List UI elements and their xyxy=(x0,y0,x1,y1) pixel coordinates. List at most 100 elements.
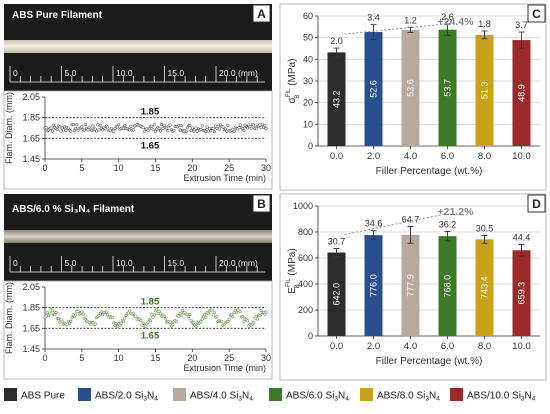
x-tick-label: 2.0 xyxy=(367,151,380,162)
y-tick-label: 1.65 xyxy=(22,133,40,143)
measurement-point xyxy=(157,126,161,130)
x-tick-label: 0.0 xyxy=(330,341,343,352)
measurement-point xyxy=(188,123,192,128)
ruler-unit: (mm) xyxy=(238,68,258,78)
measurement-point xyxy=(97,128,101,132)
measurement-point xyxy=(162,314,166,318)
measurement-point xyxy=(131,311,135,315)
legend-label: ABS/8.0 Si3N4 xyxy=(377,391,440,403)
measurement-point xyxy=(188,313,192,317)
legend-swatch xyxy=(173,388,186,401)
y-tick-label: 50 xyxy=(303,33,313,43)
measurement-point xyxy=(168,123,172,127)
measurement-point xyxy=(246,126,250,130)
diameter-b-frame xyxy=(3,280,273,380)
measurement-point xyxy=(144,324,148,328)
ruler-tick-label: 15.0 xyxy=(168,258,185,268)
measurement-point xyxy=(242,319,246,323)
y-tick-label: 30 xyxy=(303,76,313,86)
measurement-point xyxy=(155,308,159,312)
measurement-point xyxy=(212,130,216,134)
upper-limit-label: 1.85 xyxy=(141,297,160,308)
measurement-point xyxy=(106,125,110,129)
filament-b xyxy=(4,230,272,243)
measurement-point xyxy=(44,126,48,130)
measurement-point xyxy=(122,319,126,323)
bar xyxy=(401,29,420,146)
measurement-point xyxy=(258,313,262,318)
measurement-point xyxy=(252,320,256,325)
measurement-point xyxy=(179,124,183,128)
measurement-point xyxy=(146,320,150,324)
measurement-point xyxy=(58,125,62,129)
measurement-point xyxy=(199,320,203,324)
measurement-point xyxy=(82,128,86,132)
measurement-point xyxy=(215,315,219,319)
legend-label: ABS/10.0 Si3N4 xyxy=(467,391,536,403)
error-label: 2.0 xyxy=(330,36,343,46)
measurement-point xyxy=(103,127,107,131)
y-tick-label: 1.65 xyxy=(22,323,40,333)
measurement-point xyxy=(172,128,176,133)
measurement-point xyxy=(50,129,54,133)
measurement-point xyxy=(106,312,110,317)
y-axis-label-subscript: B xyxy=(295,95,301,99)
measurement-point xyxy=(112,129,116,133)
measurement-point xyxy=(101,313,105,317)
bar-value-label: 777.9 xyxy=(406,274,416,297)
panel-a-letter: A xyxy=(257,7,266,21)
legend-label: ABS Pure xyxy=(21,391,65,402)
y-tick-label: 200 xyxy=(298,305,313,315)
error-label: 2.6 xyxy=(441,12,454,22)
measurement-point xyxy=(174,319,178,324)
measurement-point xyxy=(204,130,208,134)
measurement-point xyxy=(44,314,48,318)
y-axis-label: EFIL B (MPa) xyxy=(286,248,301,293)
measurement-point xyxy=(69,129,73,133)
legend-label: ABS/2.0 Si3N4 xyxy=(95,391,158,403)
ruler-background xyxy=(4,62,272,91)
diameter-plot-a: 2.05 1.85 1.65 1.450 5 10 15 20 25 30 1.85 1.65 Flam… xyxy=(4,92,271,183)
measurement-point xyxy=(50,309,54,313)
measurement-point xyxy=(110,316,115,320)
y-tick-label: 60 xyxy=(303,11,313,21)
measurement-point xyxy=(200,317,204,321)
measurement-point xyxy=(157,309,161,313)
improvement-line xyxy=(344,23,446,35)
panel-a-letter-box xyxy=(252,4,271,23)
improvement-line xyxy=(344,213,446,235)
measurement-point xyxy=(114,321,118,326)
panel-c-letter: C xyxy=(532,7,541,21)
measurement-point xyxy=(171,323,175,327)
y-axis-label-unit: (MPa) xyxy=(287,248,298,278)
legend-swatch xyxy=(450,388,463,401)
bar-value-label: 52.6 xyxy=(369,80,379,98)
measurement-point xyxy=(58,320,62,324)
measurement-point xyxy=(128,309,132,313)
y-axis-label: Flam. Diam. (mm) xyxy=(4,92,14,164)
x-tick-label: 10.0 xyxy=(512,151,531,162)
bar xyxy=(512,250,531,336)
panel-b-letter: B xyxy=(257,197,266,211)
y-axis-label: σFIL B (MPa) xyxy=(286,59,301,104)
photo-a-title: ABS Pure Filament xyxy=(12,10,103,21)
measurement-point xyxy=(158,312,162,316)
x-tick-label: 8.0 xyxy=(478,151,491,162)
measurement-point xyxy=(139,319,143,323)
elastic-modulus-chart: 0 200 400 600 800 1000 30.7 642.0 0.0 34.6 776.0 2.… xyxy=(286,201,540,367)
measurement-point xyxy=(90,128,94,133)
measurement-point xyxy=(242,129,246,133)
error-label: 30.5 xyxy=(476,223,494,233)
bar xyxy=(438,236,457,336)
measurement-point xyxy=(59,129,63,133)
measurement-point xyxy=(204,316,208,320)
measurement-point xyxy=(123,124,127,128)
bar-value-label: 776.0 xyxy=(369,274,379,297)
legend-swatch xyxy=(360,388,373,401)
measurement-point xyxy=(254,314,258,319)
x-axis-label: Filler Percentage (wt.%) xyxy=(376,356,483,367)
y-tick-label: 0 xyxy=(308,331,313,341)
measurement-point xyxy=(192,321,196,325)
y-tick-label: 800 xyxy=(298,227,313,237)
